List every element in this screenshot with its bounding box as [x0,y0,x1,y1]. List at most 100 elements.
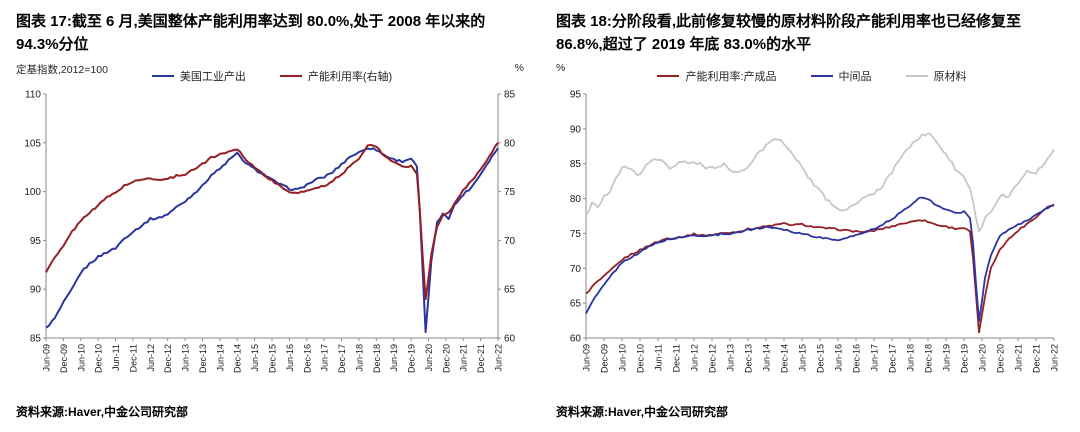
svg-text:95: 95 [570,90,582,101]
svg-text:Dec-15: Dec-15 [268,344,278,373]
fig17-legend: 美国工业产出 产能利用率(右轴) [16,68,528,84]
svg-text:Dec-17: Dec-17 [337,344,347,373]
x-axis-ticks: Jun-09 Dec-09 Jun-10 Dec-10 Jun-11 Dec-11 Jun-… [582,338,1060,373]
figure-17-header: 定基指数,2012=100 美国工业产出 产能利用率(右轴) % [16,60,528,86]
svg-text:Dec-09: Dec-09 [600,344,610,373]
svg-text:Jun-16: Jun-16 [834,344,844,372]
legend-item-raw-materials: 原材料 [905,68,967,84]
fig17-line-chart: 85 90 95 100 105 110 60 65 70 75 80 85 Jun-09 Dec-09 J… [16,86,528,386]
legend-label-us-industrial-output: 美国工业产出 [179,71,246,83]
svg-text:80: 80 [570,194,582,205]
svg-text:Dec-10: Dec-10 [94,344,104,373]
svg-text:Dec-11: Dec-11 [128,344,138,372]
svg-text:Jun-11: Jun-11 [111,344,121,371]
legend-item-finished-goods: 产能利用率:产成品 [657,68,777,84]
svg-text:Jun-21: Jun-21 [459,344,469,372]
series-line-1 [585,196,1055,322]
svg-text:80: 80 [504,138,516,149]
legend-item-us-industrial-output: 美国工业产出 [151,68,246,84]
svg-text:90: 90 [30,285,42,296]
fig17-source: 资料来源:Haver,中金公司研究部 [16,405,189,419]
fig18-line-chart: 60 65 70 75 80 85 90 95 Jun-09 Dec-09 Jun-10 Dec-10… [556,86,1068,386]
svg-text:85: 85 [570,159,582,170]
legend-label-intermediate-goods: 中间品 [838,71,872,83]
svg-text:Dec-20: Dec-20 [441,344,451,373]
svg-text:Dec-15: Dec-15 [816,344,826,373]
svg-text:Jun-11: Jun-11 [654,344,664,371]
svg-text:Dec-19: Dec-19 [960,344,970,373]
legend-swatch-us-industrial-output [151,75,174,77]
svg-text:95: 95 [30,236,42,247]
series-line-1 [45,142,499,300]
svg-text:Dec-14: Dec-14 [780,344,790,373]
legend-label-capacity-utilization: 产能利用率(右轴) [307,71,393,83]
svg-text:Dec-10: Dec-10 [636,344,646,373]
svg-text:Jun-20: Jun-20 [978,344,988,372]
legend-label-raw-materials: 原材料 [933,71,967,83]
svg-text:Dec-09: Dec-09 [59,344,69,373]
svg-text:90: 90 [570,124,582,135]
legend-swatch-finished-goods [657,75,680,77]
svg-text:Dec-21: Dec-21 [1032,344,1042,373]
svg-text:Dec-21: Dec-21 [476,344,486,373]
svg-text:Jun-18: Jun-18 [354,344,364,372]
svg-text:100: 100 [24,187,41,198]
series-lines [585,132,1055,334]
legend-item-intermediate-goods: 中间品 [810,68,872,84]
figure-18-panel: 图表 18:分阶段看,此前修复较慢的原材料阶段产能利用率也已经修复至 86.8%… [540,0,1080,432]
svg-text:60: 60 [504,334,516,345]
svg-text:Jun-22: Jun-22 [494,344,504,372]
svg-text:Jun-21: Jun-21 [1014,344,1024,372]
svg-text:Dec-17: Dec-17 [888,344,898,373]
svg-text:Dec-13: Dec-13 [198,344,208,373]
svg-text:65: 65 [504,285,516,296]
figure-18-title: 图表 18:分阶段看,此前修复较慢的原材料阶段产能利用率也已经修复至 86.8%… [556,13,1022,54]
fig18-left-axis-unit: % [556,62,566,74]
svg-text:Jun-13: Jun-13 [181,344,191,372]
svg-text:75: 75 [504,187,516,198]
legend-swatch-capacity-utilization [279,75,302,77]
svg-text:65: 65 [570,299,582,310]
svg-text:Jun-20: Jun-20 [424,344,434,372]
svg-text:Jun-14: Jun-14 [762,344,772,372]
svg-text:Dec-20: Dec-20 [996,344,1006,373]
svg-text:Dec-18: Dec-18 [372,344,382,373]
svg-text:Jun-13: Jun-13 [726,344,736,372]
svg-text:Jun-10: Jun-10 [618,344,628,372]
legend-label-finished-goods: 产能利用率:产成品 [685,71,777,83]
legend-swatch-raw-materials [905,75,928,77]
svg-text:Jun-12: Jun-12 [690,344,700,372]
fig18-source: 资料来源:Haver,中金公司研究部 [556,405,729,419]
series-lines [45,142,499,334]
figure-17-panel: 图表 17:截至 6 月,美国整体产能利用率达到 80.0%,处于 2008 年… [16,13,528,419]
axes [45,94,499,339]
svg-text:Jun-17: Jun-17 [320,344,330,372]
svg-text:Jun-09: Jun-09 [42,344,52,372]
svg-text:Jun-18: Jun-18 [906,344,916,372]
svg-text:70: 70 [504,236,516,247]
svg-text:Jun-15: Jun-15 [798,344,808,372]
svg-text:85: 85 [30,334,42,345]
svg-text:Jun-19: Jun-19 [389,344,399,372]
figure-17-title: 图表 17:截至 6 月,美国整体产能利用率达到 80.0%,处于 2008 年… [16,13,486,54]
svg-text:Dec-16: Dec-16 [852,344,862,373]
svg-text:Dec-16: Dec-16 [302,344,312,373]
svg-text:105: 105 [24,138,41,149]
figure-18-header: % 产能利用率:产成品 中间品 原材料 [556,60,1068,86]
svg-text:Dec-12: Dec-12 [708,344,718,373]
svg-text:Jun-10: Jun-10 [76,344,86,372]
fig18-legend: 产能利用率:产成品 中间品 原材料 [556,68,1068,84]
svg-text:Jun-19: Jun-19 [942,344,952,372]
svg-text:Dec-19: Dec-19 [407,344,417,373]
fig18-chart-svg: 60 65 70 75 80 85 90 95 Jun-09 Dec-09 Jun-10 Dec-10… [570,90,1060,374]
svg-text:Dec-13: Dec-13 [744,344,754,373]
y-axis-right-ticks: 60 65 70 75 80 85 [498,90,516,345]
svg-text:Jun-12: Jun-12 [146,344,156,372]
y-axis-left-ticks: 60 65 70 75 80 85 90 95 [570,90,586,345]
fig17-left-axis-unit: 定基指数,2012=100 [16,64,108,76]
svg-text:110: 110 [25,90,41,101]
svg-text:Dec-11: Dec-11 [672,344,682,372]
svg-text:Dec-12: Dec-12 [163,344,173,373]
